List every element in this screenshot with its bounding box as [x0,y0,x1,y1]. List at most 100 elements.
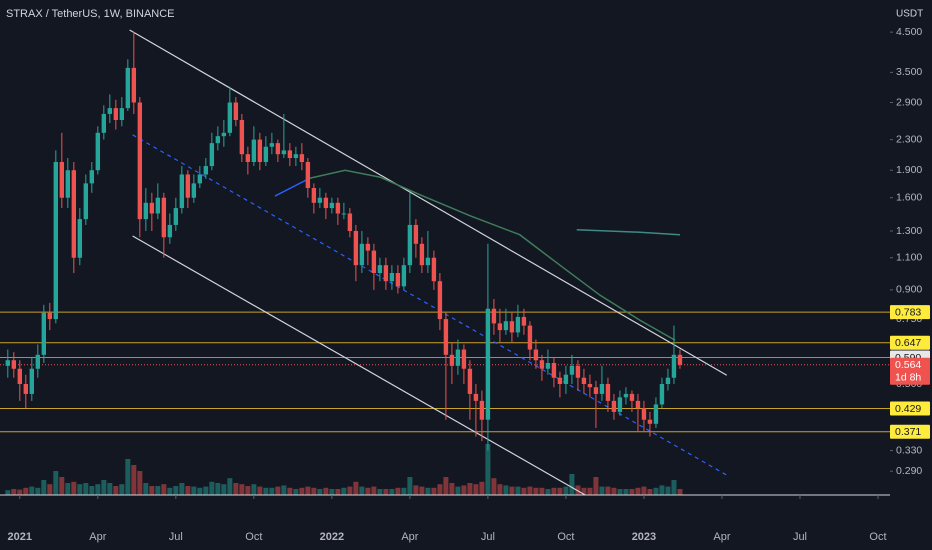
candle-body [257,139,263,162]
candle-body [239,119,245,155]
candle-body [503,321,509,331]
candle-body [329,202,335,209]
volume-bar [29,486,35,495]
volume-bar [209,481,215,495]
candle-body [335,202,341,214]
x-tick-label: Jul [793,531,807,543]
candle-body [143,202,149,220]
volume-bar [581,487,587,495]
candle-body [653,404,659,424]
candle-body [179,174,185,209]
volume-bar [497,484,503,495]
volume-bar [341,487,347,495]
candle-body [611,400,617,412]
y-tick-label: 1.900 [896,164,922,176]
candle-body [23,383,29,394]
candle-body [359,243,365,266]
moving-average [274,177,311,197]
price-level-label-bg [890,424,930,439]
volume-bar [233,483,239,495]
volume-bar [299,487,305,495]
candle-body [593,387,599,394]
volume-bar [659,485,665,495]
volume-bar [65,483,71,495]
candle-body [605,383,611,401]
volume-bar [677,489,683,495]
volume-bar [329,489,335,495]
candle-body [395,272,401,287]
candle-body [551,363,557,378]
volume-bar [377,489,383,495]
volume-bar [455,486,461,495]
price-level-label: 0.783 [895,306,921,318]
candle-body [497,323,503,331]
candle-body [167,224,173,238]
candle-body [53,161,59,320]
volume-bar [101,480,107,495]
volume-bar [143,483,149,495]
candle-body [131,67,137,103]
y-tick-label: 2.300 [896,133,922,145]
candle-body [269,143,275,147]
candle-body [533,349,539,361]
x-tick-label: Oct [869,531,886,543]
candle-body [527,325,533,350]
volume-bar [647,489,653,495]
candle-body [59,161,65,198]
candle-body [671,354,677,378]
candle-body [575,365,581,378]
candle-body [191,183,197,198]
last-price-label: 0.564 [895,359,921,371]
candle-body [293,154,299,159]
candle-body [437,281,443,320]
candle-body [5,360,11,366]
volume-bar [35,487,41,495]
candle-body [113,108,119,120]
candle-body [419,243,425,266]
candle-body [629,393,635,401]
volume-bar [155,486,161,495]
candle-body [539,360,545,369]
x-tick-label: 2023 [632,531,656,543]
candle-body [125,67,131,109]
candle-body [71,170,77,258]
volume-bar [77,484,83,495]
volume-bar [593,477,599,495]
volume-bar [197,487,203,495]
volume-bar [515,486,521,495]
volume-bar [11,489,17,495]
candle-body [221,132,227,137]
volume-bar [365,487,371,495]
trendline [132,134,728,476]
volume-bar [611,487,617,495]
volume-bar [467,483,473,495]
volume-bar [569,474,575,495]
candle-body [461,349,467,369]
volume-bar [239,484,245,495]
price-level-label-bg [890,335,930,350]
candle-body [485,308,491,420]
candle-body [677,354,683,365]
volume-bar [131,465,137,495]
candle-body [215,136,221,144]
volume-bar [161,484,167,495]
volume-bar [227,478,233,495]
volume-bar [173,486,179,495]
y-tick-label: 1.100 [896,252,922,264]
volume-bar [485,444,491,495]
candle-body [347,213,353,231]
candle-body [377,265,383,273]
volume-bar [269,487,275,495]
candle-body [311,188,317,203]
candle-body [41,312,47,355]
y-tick-label: 1.600 [896,192,922,204]
x-tick-label: Jul [169,531,183,543]
volume-bar [287,487,293,495]
volume-bar [137,471,143,495]
volume-bar [641,486,647,495]
candle-body [479,400,485,420]
candle-body [29,368,35,394]
volume-bar [53,471,59,495]
volume-bar [251,484,257,495]
